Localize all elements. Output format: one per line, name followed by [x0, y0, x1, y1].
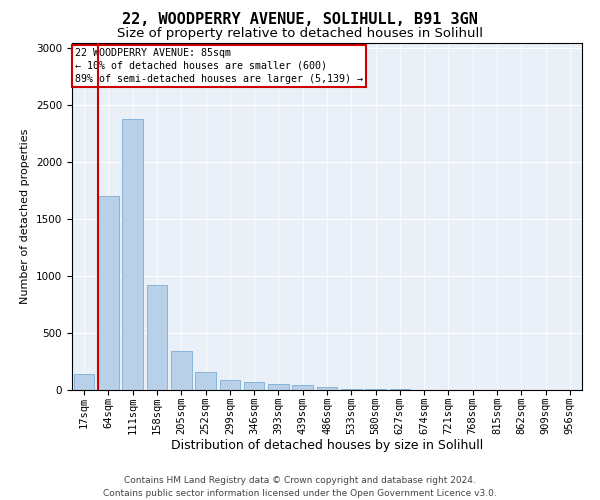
Bar [244, 382, 265, 390]
Text: 22, WOODPERRY AVENUE, SOLIHULL, B91 3GN: 22, WOODPERRY AVENUE, SOLIHULL, B91 3GN [122, 12, 478, 28]
Bar [98, 196, 119, 390]
Bar [171, 352, 191, 390]
Bar [74, 374, 94, 390]
Bar [146, 285, 167, 390]
Bar [220, 380, 240, 390]
Bar [122, 119, 143, 390]
X-axis label: Distribution of detached houses by size in Solihull: Distribution of detached houses by size … [171, 440, 483, 452]
Bar [195, 372, 216, 390]
Bar [292, 385, 313, 390]
Text: 22 WOODPERRY AVENUE: 85sqm
← 10% of detached houses are smaller (600)
89% of sem: 22 WOODPERRY AVENUE: 85sqm ← 10% of deta… [74, 48, 362, 84]
Text: Contains HM Land Registry data © Crown copyright and database right 2024.
Contai: Contains HM Land Registry data © Crown c… [103, 476, 497, 498]
Text: Size of property relative to detached houses in Solihull: Size of property relative to detached ho… [117, 28, 483, 40]
Bar [317, 387, 337, 390]
Y-axis label: Number of detached properties: Number of detached properties [20, 128, 31, 304]
Bar [268, 384, 289, 390]
